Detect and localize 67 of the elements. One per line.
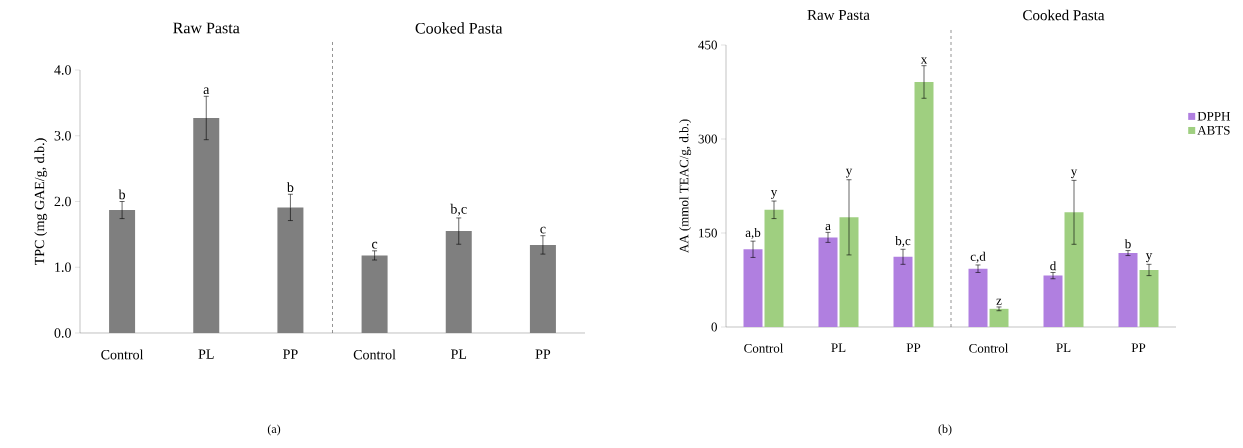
data-label: b,c [450,203,467,216]
legend-label: DPPH [1197,111,1231,121]
bar [109,210,136,333]
data-label: a,b [745,227,761,239]
bar [1118,253,1138,327]
x-tick-label: Control [744,343,784,353]
bar [914,81,934,327]
text: Raw Pasta [173,22,240,34]
x-tick-label: Control [353,349,396,360]
data-label: b [1124,239,1131,249]
text: Cooked Pasta [1023,9,1105,21]
bar [818,237,838,327]
bar [968,268,988,327]
data-label: y [845,168,853,178]
x-tick-label: PL [450,349,467,359]
data-label: c [372,241,378,249]
bar [839,217,859,327]
data-label: c,d [970,251,986,263]
y-tick-label: 2.0 [54,196,71,207]
x-tick-label: PP [535,349,551,359]
data-label: b [118,189,126,200]
y-axis-title: TPC (mg GAE/g, d.b.) [34,138,48,266]
x-tick-label: Control [101,349,144,360]
data-label: y [1070,169,1078,179]
bar [529,244,556,333]
bar [893,256,913,327]
data-label: d [1050,261,1057,271]
text: Raw Pasta [807,10,870,20]
bar [989,308,1009,327]
y-tick-label: 150 [699,228,717,238]
data-label: b,c [895,236,911,248]
data-label: a [825,223,831,231]
x-tick-label: PL [198,349,214,359]
text: (b) [938,424,952,436]
y-tick-label: 4.0 [54,65,71,75]
bar [1064,212,1084,327]
bar [445,231,472,333]
y-tick-label: 300 [698,134,717,144]
y-tick-label: 1.0 [55,262,71,273]
data-label: a [203,87,210,95]
x-tick-label: PL [831,343,846,353]
bar [764,209,784,327]
x-tick-label: PL [1056,343,1071,353]
x-tick-label: PP [1131,343,1146,353]
x-tick-label: Control [969,343,1009,353]
y-tick-label: 3.0 [54,130,71,141]
x-tick-label: PP [283,349,298,359]
bar [1139,269,1159,327]
data-label: x [920,57,928,64]
legend-label: ABTS [1197,125,1230,135]
text: Cooked Pasta [415,22,503,34]
bar [193,118,220,333]
data-label: b [286,182,294,193]
bar [277,207,304,333]
text: (a) [267,424,281,436]
data-label: z [996,298,1002,305]
y-tick-label: 450 [698,40,717,50]
bar [743,249,763,327]
y-axis-title: AA (mmol TEAC/g, d.b.) [679,119,692,254]
data-label: c [540,226,546,234]
y-tick-label: 0 [711,322,717,332]
x-tick-label: PP [906,343,921,353]
data-label: y [770,190,778,199]
bar [361,255,388,333]
y-tick-label: 0.0 [54,328,71,338]
data-label: y [1145,253,1153,263]
bar [1043,275,1063,327]
